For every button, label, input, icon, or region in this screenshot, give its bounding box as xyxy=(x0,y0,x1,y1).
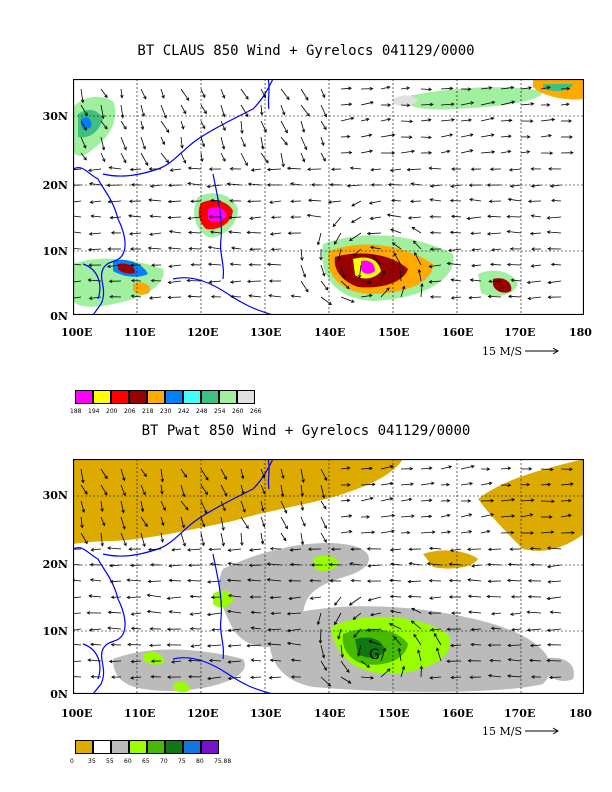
panel2-xtick: 150E xyxy=(378,707,410,720)
panel2-xtick: 160E xyxy=(442,707,474,720)
panel1-ytick-10n: 10N xyxy=(42,245,68,258)
colorbar-label: 188 xyxy=(70,408,82,415)
panel2-xtick: 170E xyxy=(504,707,536,720)
colorbar-label: 80 xyxy=(196,758,204,765)
colorbar-swatch xyxy=(129,740,147,754)
panel1-ref-arrow-icon xyxy=(525,347,559,355)
colorbar-label: 65 xyxy=(142,758,150,765)
colorbar-swatch xyxy=(93,740,111,754)
colorbar-label: 218 xyxy=(142,408,154,415)
panel1-xtick: 120E xyxy=(187,326,219,339)
panel2-ref-arrow-icon xyxy=(525,727,559,735)
colorbar-label: 260 xyxy=(232,408,244,415)
panel1-ytick-30n: 30N xyxy=(42,110,68,123)
panel2-xtick: 110E xyxy=(124,707,156,720)
panel1-xtick: 150E xyxy=(378,326,410,339)
panel1-map xyxy=(73,79,584,315)
panel2-title: BT Pwat 850 Wind + Gyrelocs 041129/0000 xyxy=(141,423,471,439)
panel1-ref-vector-label: 15 M/S xyxy=(482,345,522,358)
colorbar-swatch xyxy=(201,390,219,404)
coastlines xyxy=(73,79,274,315)
panel1-title: BT CLAUS 850 Wind + Gyrelocs 041129/0000 xyxy=(137,43,475,59)
panel2-map: G xyxy=(73,459,584,694)
panel2-ytick-10n: 10N xyxy=(42,625,68,638)
colorbar-label: 70 xyxy=(160,758,168,765)
pwat-shading xyxy=(73,459,584,693)
colorbar-swatch xyxy=(147,740,165,754)
panel2-ytick-30n: 30N xyxy=(42,489,68,502)
panel2-xtick: 130E xyxy=(250,707,282,720)
colorbar-swatch xyxy=(111,740,129,754)
panel2-xtick: 100E xyxy=(61,707,93,720)
panel2-xtick: 140E xyxy=(314,707,346,720)
colorbar-label: 254 xyxy=(214,408,226,415)
colorbar-label: 60 xyxy=(124,758,132,765)
colorbar-label: 200 xyxy=(106,408,118,415)
colorbar-swatch xyxy=(147,390,165,404)
panel1-xtick: 160E xyxy=(442,326,474,339)
panel2-ref-vector-label: 15 M/S xyxy=(482,725,522,738)
colorbar-label: 230 xyxy=(160,408,172,415)
colorbar-swatch xyxy=(93,390,111,404)
colorbar-label: 55 xyxy=(106,758,114,765)
colorbar-swatch xyxy=(237,390,255,404)
colorbar-swatch xyxy=(129,390,147,404)
panel1-xtick: 100E xyxy=(61,326,93,339)
colorbar-label: 35 xyxy=(88,758,96,765)
gridlines xyxy=(73,79,584,315)
wind-vectors xyxy=(73,85,574,306)
colorbar-swatch xyxy=(75,740,93,754)
colorbar-label: 75.88 xyxy=(214,758,232,765)
panel1-xtick: 140E xyxy=(314,326,346,339)
panel2-xtick: 180 xyxy=(569,707,592,720)
colorbar-label: 75 xyxy=(178,758,186,765)
colorbar-label: 242 xyxy=(178,408,190,415)
panel1-xtick: 180 xyxy=(569,326,592,339)
colorbar-swatch xyxy=(165,740,183,754)
colorbar-swatch xyxy=(219,390,237,404)
panel1-ytick-0n: 0N xyxy=(50,310,68,323)
panel2-xtick: 120E xyxy=(187,707,219,720)
cloud-shading xyxy=(73,79,584,307)
colorbar-label: 194 xyxy=(88,408,100,415)
panel1-colorbar xyxy=(75,390,255,404)
colorbar-swatch xyxy=(75,390,93,404)
colorbar-label: 266 xyxy=(250,408,262,415)
panel2-colorbar xyxy=(75,740,219,754)
colorbar-label: 206 xyxy=(124,408,136,415)
panel1-xtick: 130E xyxy=(250,326,282,339)
colorbar-swatch xyxy=(165,390,183,404)
gyre-marker: G xyxy=(369,647,380,663)
wind-vectors xyxy=(73,464,575,687)
colorbar-label: 0 xyxy=(70,758,74,765)
colorbar-label: 248 xyxy=(196,408,208,415)
panel1-xtick: 170E xyxy=(504,326,536,339)
coastlines xyxy=(73,459,274,694)
panel1-ytick-20n: 20N xyxy=(42,179,68,192)
colorbar-swatch xyxy=(201,740,219,754)
colorbar-swatch xyxy=(183,390,201,404)
panel2-ytick-0n: 0N xyxy=(50,688,68,701)
panel2-ytick-20n: 20N xyxy=(42,558,68,571)
panel1-xtick: 110E xyxy=(124,326,156,339)
colorbar-swatch xyxy=(183,740,201,754)
colorbar-swatch xyxy=(111,390,129,404)
